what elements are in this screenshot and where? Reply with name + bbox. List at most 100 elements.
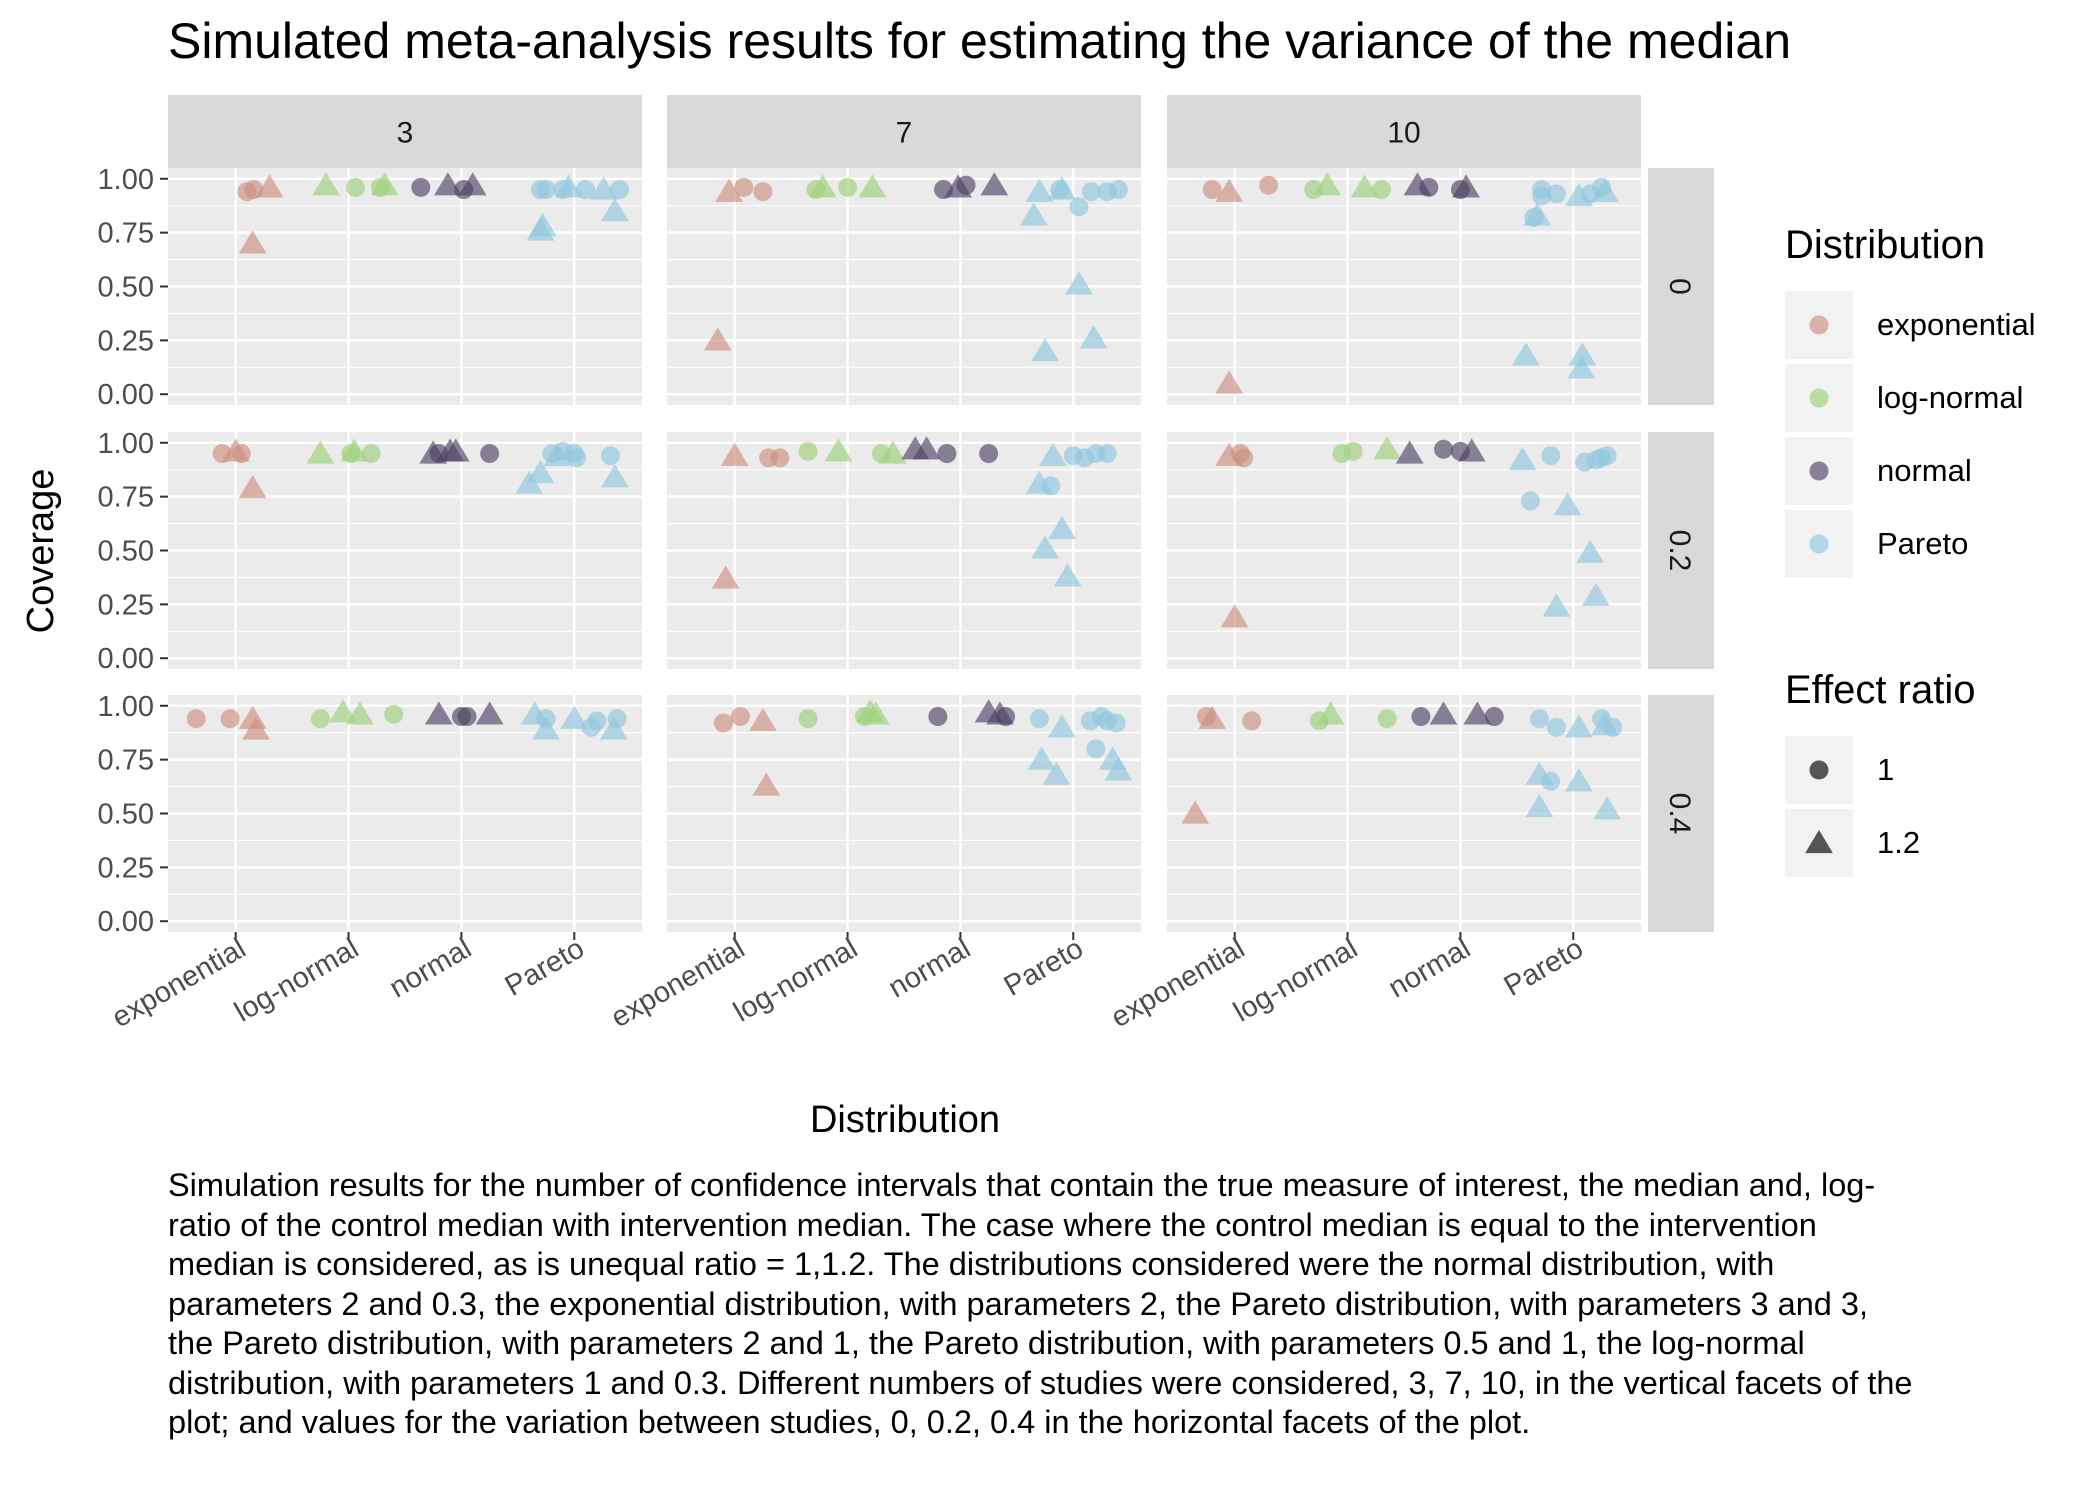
data-point-triangle [1048, 515, 1076, 540]
legend-key-exponential [1809, 315, 1829, 335]
data-point-triangle [601, 198, 629, 222]
data-point-triangle [1565, 768, 1593, 792]
data-point-triangle [1581, 582, 1610, 606]
data-point-triangle [1031, 535, 1059, 559]
x-tick-label: normal [1383, 932, 1476, 1004]
y-tick-label: 0.75 [98, 482, 154, 514]
data-point-triangle [560, 705, 589, 729]
data-point-circle [1081, 182, 1101, 202]
y-tick-label: 0.00 [98, 643, 154, 675]
y-tick-label: 0.00 [98, 906, 154, 938]
data-point-triangle [255, 174, 284, 198]
data-point-triangle [1511, 342, 1540, 366]
facet-label-row-0: 0 [1663, 278, 1696, 295]
data-point-triangle [1593, 796, 1622, 820]
data-point-triangle [1373, 436, 1401, 460]
data-point-triangle [858, 174, 887, 198]
data-point-circle [310, 709, 330, 729]
data-point-circle [1532, 180, 1552, 200]
data-point-triangle [1048, 714, 1076, 738]
x-axis-label: Distribution [810, 1099, 1000, 1141]
data-point-triangle [1508, 447, 1537, 471]
legend-label-ratio: 1 [1877, 752, 1894, 787]
data-point-triangle [1567, 355, 1596, 379]
data-point-triangle [1429, 701, 1458, 725]
data-point-triangle [1463, 701, 1492, 725]
data-point-circle [730, 707, 750, 727]
data-point-circle [753, 182, 773, 202]
data-point-triangle [1220, 604, 1249, 628]
data-point-circle [609, 180, 629, 200]
facet-label-col-3: 3 [397, 117, 414, 150]
data-point-triangle [1568, 342, 1597, 366]
data-point-circle [1377, 709, 1397, 729]
data-point-triangle [1215, 370, 1243, 394]
chart: Simulated meta-analysis results for esti… [20, 13, 2036, 1141]
data-point-circle [1108, 180, 1128, 200]
data-point-circle [587, 711, 607, 731]
data-point-triangle [1215, 178, 1243, 202]
data-point-circle [798, 441, 818, 461]
data-point-triangle [1181, 800, 1210, 824]
data-point-triangle [749, 707, 777, 731]
data-point-triangle [1313, 172, 1342, 196]
legend-label-normal: normal [1877, 453, 1972, 488]
data-point-triangle [1025, 178, 1054, 202]
facet-strip-col-10 [1167, 95, 1641, 168]
data-point-triangle [532, 716, 560, 740]
data-point-triangle [242, 716, 270, 740]
data-point-triangle [1452, 174, 1480, 198]
facet-grid: 3 7 10 0 0.2 0.4 0.00 0.25 0.50 0.75 1.00 0.00 0.25 0… [98, 95, 1714, 1034]
data-point-triangle [345, 701, 374, 725]
data-point-triangle [720, 442, 749, 466]
data-point-triangle [1525, 794, 1554, 818]
legend-key-circle [1809, 760, 1829, 780]
data-point-triangle [980, 172, 1009, 196]
data-point-triangle [878, 440, 907, 464]
data-point-circle [600, 446, 620, 466]
data-point-triangle [1039, 442, 1067, 466]
data-point-triangle [1542, 593, 1571, 617]
legend-label-log-normal: log-normal [1877, 380, 2023, 415]
data-point-triangle [1590, 178, 1619, 202]
data-point-triangle [1019, 202, 1048, 226]
facet-label-row-0-4: 0.4 [1663, 793, 1696, 835]
facet-label-col-7: 7 [896, 117, 913, 150]
x-tick-label: exponential [606, 932, 750, 1034]
data-point-triangle [1053, 563, 1082, 587]
data-point-circle [996, 707, 1016, 727]
data-point-triangle [1104, 757, 1133, 781]
data-point-triangle [340, 438, 369, 462]
y-tick-label: 1.00 [98, 164, 154, 196]
data-point-circle [956, 175, 976, 195]
data-point-circle [1546, 717, 1566, 737]
data-point-triangle [752, 772, 781, 796]
data-point-triangle [861, 701, 890, 725]
data-point-triangle [1065, 271, 1093, 295]
data-point-triangle [589, 176, 618, 200]
data-point-circle [937, 444, 957, 464]
data-point-circle [1529, 709, 1549, 729]
data-point-circle [536, 180, 556, 200]
data-point-triangle [306, 440, 335, 464]
data-point-triangle [715, 178, 743, 202]
data-point-circle [567, 448, 587, 468]
legend-label-pareto: Pareto [1877, 526, 1968, 561]
legend-key-triangle [1805, 830, 1833, 854]
y-tick-label: 0.75 [98, 745, 154, 777]
y-tick-label: 0.50 [98, 272, 154, 304]
x-tick-label: exponential [1106, 932, 1250, 1034]
x-tick-label: Pareto [1499, 932, 1589, 1002]
y-tick-label: 0.75 [98, 218, 154, 250]
data-point-triangle [703, 327, 732, 351]
data-point-triangle [370, 172, 399, 196]
data-point-triangle [1027, 746, 1056, 770]
legend-label-ratio: 1.2 [1877, 825, 1920, 860]
y-tick-label: 1.00 [98, 428, 154, 460]
data-point-triangle [599, 716, 628, 740]
data-point-circle [411, 177, 431, 197]
chart-title: Simulated meta-analysis results for esti… [168, 13, 1791, 69]
y-tick-label: 0.50 [98, 799, 154, 831]
data-point-triangle [1523, 202, 1552, 226]
x-tick-label: log-normal [1228, 932, 1363, 1028]
